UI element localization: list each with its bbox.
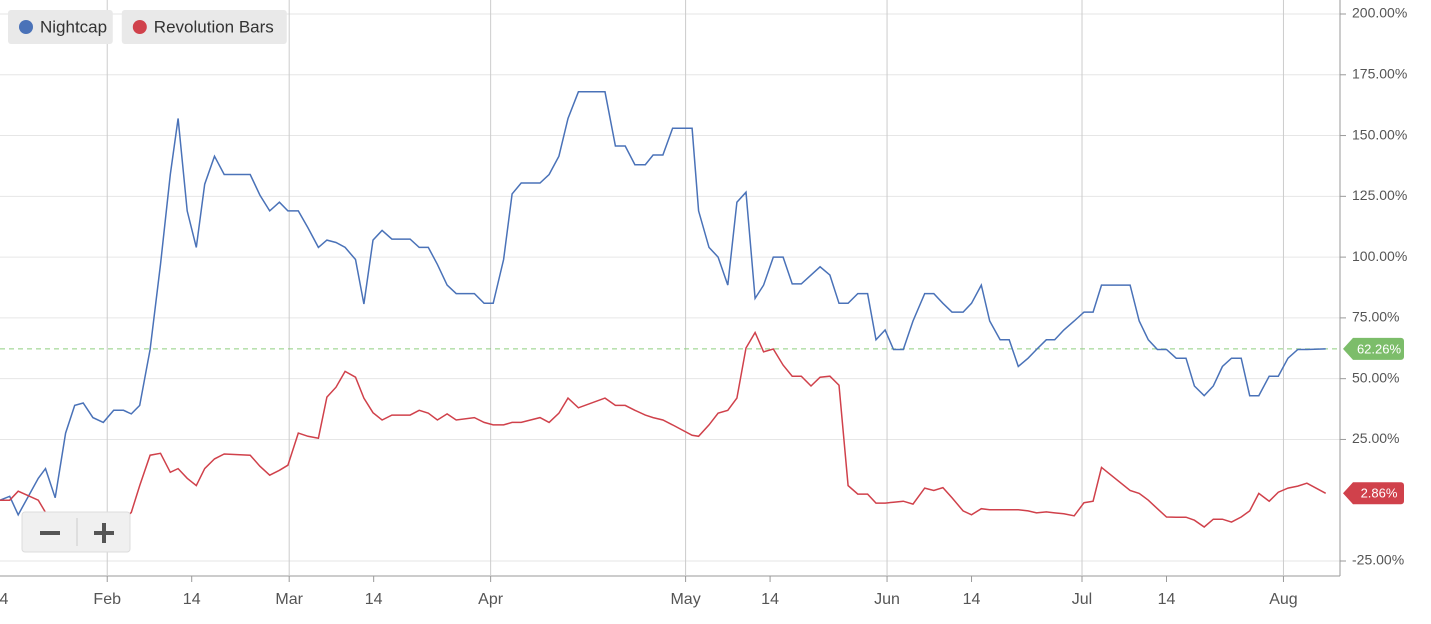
x-tick-label: Aug (1269, 591, 1297, 608)
y-tick-label: 175.00% (1352, 65, 1407, 81)
x-tick-label: Apr (478, 591, 504, 608)
x-tick-label: 14 (183, 591, 201, 608)
legend-item[interactable]: Nightcap (8, 10, 113, 44)
legend-label: Revolution Bars (154, 17, 274, 36)
x-tick-label: 14 (963, 591, 981, 608)
y-tick-label: 25.00% (1352, 430, 1399, 446)
last-value-badge (1343, 337, 1404, 360)
y-tick-label: 100.00% (1352, 248, 1407, 264)
legend-box (8, 10, 113, 44)
x-tick-label: Jul (1072, 591, 1092, 608)
series-line (0, 91, 1326, 517)
x-tick-label: 14 (1158, 591, 1176, 608)
y-tick-label: 50.00% (1352, 369, 1399, 385)
legend-label: Nightcap (40, 17, 107, 36)
y-tick-label: -25.00% (1352, 552, 1404, 568)
x-tick-label: 14 (761, 591, 779, 608)
legend-swatch (132, 20, 147, 34)
series-line (0, 330, 1327, 531)
y-tick-label: 150.00% (1352, 126, 1407, 142)
last-value-badge (1343, 482, 1404, 505)
legend-item[interactable]: Revolution Bars (121, 10, 287, 44)
zoom-out[interactable] (40, 531, 60, 535)
legend-swatch (19, 20, 33, 34)
x-tick-label: Feb (93, 591, 121, 608)
x-tick-label: Mar (275, 591, 303, 608)
x-tick-label: 4 (0, 591, 9, 608)
y-tick-label: 75.00% (1352, 309, 1399, 325)
legend-box (121, 10, 287, 44)
x-tick-label: Jun (874, 591, 900, 608)
x-tick-label: May (670, 591, 700, 608)
x-tick-label: 14 (365, 591, 383, 608)
last-value-label: 62.26% (1357, 341, 1402, 356)
last-value-label: 2.86% (1361, 486, 1398, 501)
zoom-in[interactable] (94, 523, 114, 543)
zoom-controls (21, 511, 131, 553)
y-tick-label: 125.00% (1352, 187, 1407, 203)
y-tick-label: 200.00% (1352, 5, 1407, 21)
